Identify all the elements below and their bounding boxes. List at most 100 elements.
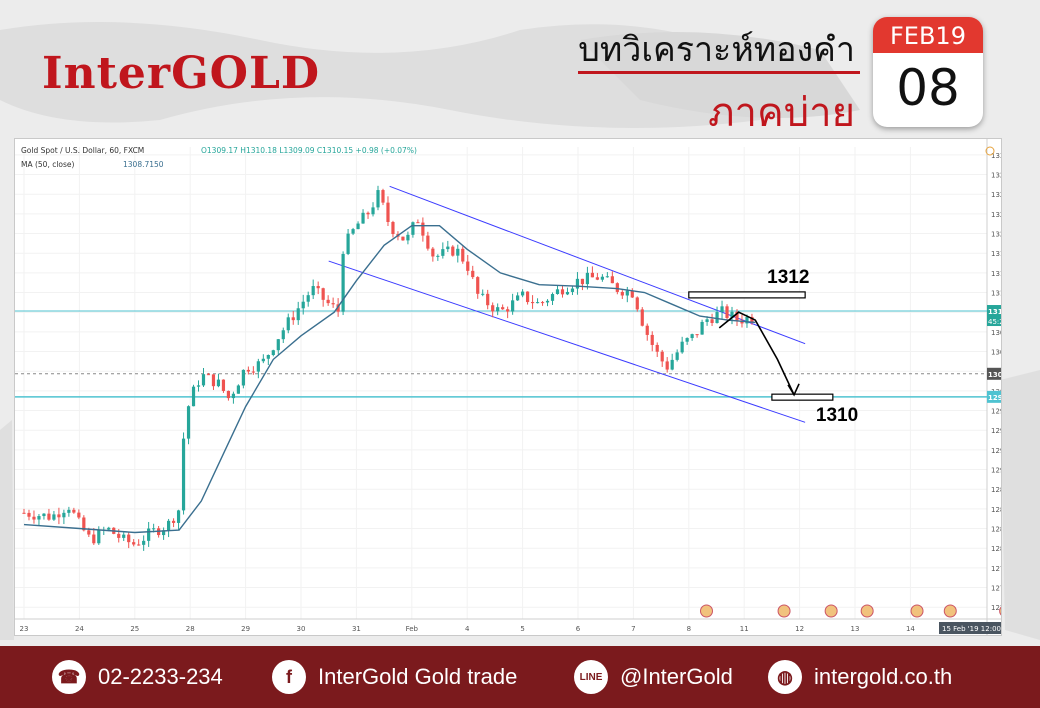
- candle-body: [565, 291, 570, 295]
- candle-body: [570, 288, 575, 292]
- footer-facebook[interactable]: f InterGold Gold trade: [272, 646, 517, 708]
- footer-website[interactable]: ◍ intergold.co.th: [768, 646, 952, 708]
- candle-body: [137, 544, 141, 546]
- candle-body: [346, 233, 350, 254]
- candle-body: [52, 514, 56, 520]
- event-flag-icon[interactable]: [860, 604, 874, 618]
- candle-body: [540, 302, 545, 304]
- candle-body: [266, 355, 270, 359]
- globe-icon: ◍: [768, 660, 802, 694]
- candle-body: [501, 307, 505, 310]
- alert-clock-icon[interactable]: [985, 146, 995, 156]
- event-flag-icon[interactable]: [943, 604, 957, 618]
- y-tick-label: 1322.5: [991, 211, 1001, 219]
- candle-body: [122, 534, 126, 538]
- footer-bar: ☎ 02-2233-234 f InterGold Gold trade LIN…: [0, 646, 1040, 708]
- y-tick-label: 1282.5: [991, 526, 1001, 534]
- intergold-logo: InterGOLD: [42, 48, 321, 99]
- channel-upper-line: [389, 185, 806, 345]
- y-tick-label: 1305.0: [991, 349, 1001, 357]
- ma-legend-label: MA (50, close): [21, 160, 75, 169]
- candle-body: [426, 235, 430, 249]
- x-tick-label: 31: [352, 625, 361, 633]
- candle-body: [117, 533, 121, 538]
- x-tick-label: 6: [576, 625, 581, 633]
- event-flag-icon[interactable]: [700, 604, 713, 618]
- candle-body: [735, 311, 739, 321]
- candle-body: [640, 309, 644, 326]
- candle-body: [256, 361, 260, 372]
- candle-body: [610, 276, 614, 284]
- candle-body: [176, 510, 181, 523]
- annotation-label: 1310: [816, 405, 858, 426]
- candle-body: [461, 248, 465, 262]
- price-tag-dashed: 1302.17: [988, 371, 1001, 379]
- candle-body: [331, 303, 335, 305]
- y-tick-label: 1325.0: [991, 191, 1001, 199]
- annotation-label: 1312: [767, 267, 809, 288]
- candle-body: [32, 516, 36, 520]
- candle-body: [336, 304, 340, 312]
- x-tick-label: 4: [465, 625, 470, 633]
- candle-body: [127, 534, 131, 543]
- candle-body: [486, 293, 490, 306]
- x-tick-label: Feb: [406, 625, 419, 633]
- candle-body: [715, 312, 719, 324]
- candle-body: [206, 374, 211, 376]
- candle-body: [521, 291, 525, 296]
- candle-body: [196, 385, 201, 387]
- candle-body: [37, 516, 41, 520]
- x-tick-label: 11: [740, 625, 749, 633]
- candle-body: [361, 212, 365, 224]
- candle-body: [655, 344, 659, 352]
- chart-ohlc-values: O1309.17 H1310.18 L1309.09 C1310.15 +0.9…: [201, 146, 417, 155]
- candle-body: [650, 334, 654, 345]
- candle-body: [680, 341, 684, 353]
- candle-body: [685, 338, 689, 342]
- candle-body: [291, 317, 295, 321]
- x-tick-label: 30: [297, 625, 306, 633]
- candle-body: [421, 222, 425, 236]
- y-tick-label: 1315.0: [991, 270, 1001, 278]
- price-tag-current-time: 45:20: [988, 318, 1001, 326]
- annotation-box: [771, 393, 834, 401]
- candle-body: [57, 514, 61, 518]
- price-tag-support-bg: [987, 390, 1001, 403]
- candle-body: [201, 374, 206, 386]
- candle-body: [286, 317, 290, 331]
- candle-body: [107, 527, 111, 530]
- event-flag-icon[interactable]: [824, 604, 838, 618]
- candle-body: [301, 301, 305, 309]
- candle-body: [281, 330, 285, 340]
- candle-body: [296, 308, 300, 321]
- candle-body: [386, 202, 390, 222]
- candle-body: [97, 529, 101, 544]
- candle-body: [236, 385, 240, 394]
- candle-body: [271, 350, 275, 356]
- line-icon: LINE: [574, 660, 608, 694]
- candle-body: [530, 302, 535, 304]
- y-tick-label: 1317.5: [991, 250, 1001, 258]
- candle-body: [600, 276, 604, 280]
- event-flag-icon[interactable]: [777, 604, 791, 618]
- candle-body: [725, 306, 729, 318]
- candle-body: [511, 300, 515, 312]
- x-tick-label: 7: [631, 625, 635, 633]
- candle-body: [605, 276, 609, 278]
- facebook-icon: f: [272, 660, 306, 694]
- candle-body: [705, 319, 709, 322]
- annotation-box: [688, 291, 806, 299]
- candle-body: [525, 291, 530, 303]
- candle-body: [216, 379, 221, 387]
- footer-line[interactable]: LINE @InterGold: [574, 646, 733, 708]
- x-tick-label: 8: [687, 625, 691, 633]
- event-flag-icon[interactable]: [910, 604, 924, 618]
- line-id: @InterGold: [620, 664, 733, 689]
- y-tick-label: 1295.0: [991, 427, 1001, 435]
- candle-body: [496, 307, 500, 312]
- footer-phone[interactable]: ☎ 02-2233-234: [52, 646, 223, 708]
- x-tick-label: 14: [906, 625, 915, 633]
